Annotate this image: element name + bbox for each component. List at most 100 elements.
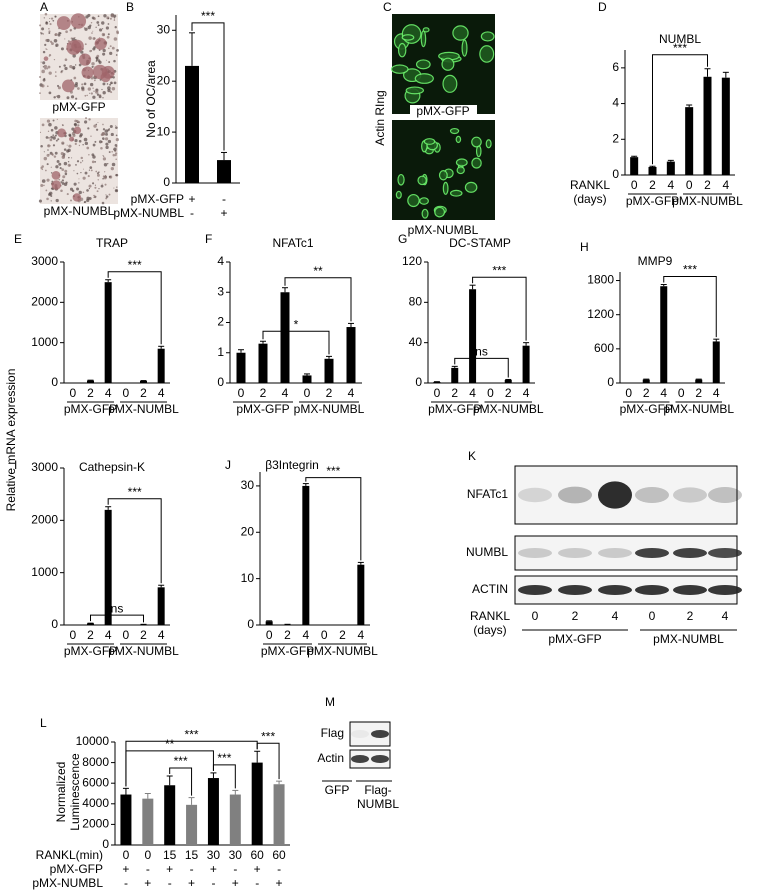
cell-dot — [48, 71, 52, 75]
cell-dot — [67, 148, 71, 153]
cell-dot — [105, 132, 108, 136]
y-tick-label: 6 — [612, 60, 619, 74]
x-tick-label: 15 — [163, 848, 177, 862]
cell-dot — [71, 189, 75, 193]
osteoclast — [43, 56, 49, 61]
significance-bracket — [454, 357, 509, 378]
bar — [207, 778, 219, 845]
cell-dot — [76, 121, 79, 124]
actin-ring — [449, 127, 460, 135]
cell-dot — [48, 53, 52, 57]
bar — [251, 762, 263, 845]
cell-dot — [116, 30, 119, 34]
y-tick-label: 3000 — [31, 460, 58, 474]
blot-group-label: pMX-NUMBL — [653, 632, 724, 646]
cell-dot — [50, 166, 52, 168]
cell-dot — [96, 190, 99, 193]
cell-dot — [114, 154, 117, 157]
cell-dot — [54, 75, 57, 78]
cell-dot — [49, 40, 53, 43]
cell-dot — [40, 144, 43, 148]
cell-dot — [87, 87, 92, 91]
bar — [346, 327, 356, 383]
actin-ring — [479, 45, 495, 63]
x-tick-label: 4 — [722, 178, 729, 192]
cell-dot — [101, 183, 103, 185]
cell-dot — [51, 153, 54, 156]
cell-dot — [54, 126, 58, 130]
row-sign: + — [166, 862, 173, 876]
cell-dot — [81, 83, 84, 86]
blot-band — [371, 755, 389, 763]
cell-dot — [45, 169, 47, 172]
cell-dot — [88, 36, 92, 40]
x-axis-label: RANKL — [570, 178, 610, 192]
cell-dot — [67, 40, 70, 43]
osteoclast — [51, 170, 61, 180]
cell-dot — [102, 91, 106, 95]
cell-dot — [116, 48, 119, 52]
cell-dot — [84, 171, 88, 175]
cell-dot — [113, 187, 115, 189]
cell-dot — [68, 164, 71, 167]
cell-dot — [110, 167, 114, 171]
cell-dot — [42, 61, 46, 65]
cell-dot — [108, 175, 111, 178]
cell-dot — [113, 37, 118, 41]
cell-dot — [43, 17, 45, 19]
cell-dot — [89, 166, 93, 169]
cell-dot — [107, 162, 109, 165]
cell-dot — [116, 190, 118, 192]
cell-dot — [115, 54, 118, 56]
cell-dot — [103, 163, 108, 167]
cell-dot — [115, 126, 118, 129]
cell-dot — [95, 56, 99, 60]
y-tick-label: 3 — [217, 284, 224, 298]
osteoclast — [94, 37, 107, 50]
significance-label: *** — [326, 464, 340, 478]
cell-dot — [94, 140, 97, 143]
cell-dot — [45, 136, 49, 139]
cell-dot — [92, 30, 94, 32]
x-tick-label: 2 — [326, 386, 333, 400]
cell-dot — [48, 91, 52, 95]
actin-ring — [397, 42, 407, 58]
shared-y-label: Relative mRNA expression — [4, 369, 18, 512]
blot-row-label: NFATc1 — [467, 487, 508, 501]
cell-dot — [88, 154, 90, 156]
cell-dot — [115, 158, 117, 161]
cell-dot — [40, 166, 43, 170]
cell-dot — [60, 189, 63, 193]
osteoclast — [81, 66, 94, 79]
blot-row-label: NUMBL — [466, 545, 508, 559]
y-tick-label: 4 — [612, 96, 619, 110]
x-tick-label: 4 — [523, 386, 530, 400]
x-tick-label: 2 — [140, 386, 147, 400]
x-axis-label: RANKL(min) — [36, 848, 103, 862]
cell-dot — [56, 118, 58, 120]
cell-dot — [44, 67, 47, 70]
cell-dot — [41, 84, 45, 88]
cell-dot — [41, 179, 46, 183]
cell-dot — [82, 176, 86, 180]
blot-band — [351, 755, 369, 763]
bar — [648, 166, 657, 175]
x-tick-label: 4 — [713, 386, 720, 400]
actin-ring — [421, 208, 429, 219]
y-axis-label: Luminescence — [68, 753, 82, 831]
actin-ring — [419, 197, 429, 205]
cell-dot — [102, 28, 104, 30]
cell-dot — [49, 17, 51, 19]
y-tick-label: 0 — [102, 837, 109, 851]
cell-dot — [74, 83, 78, 88]
significance-bracket — [107, 271, 162, 345]
x-tick-label: 2 — [505, 386, 512, 400]
cell-dot — [66, 96, 70, 100]
osteoclast — [78, 53, 92, 66]
blot-lane-label: GFP — [325, 783, 350, 797]
caption: pMX-GFP — [52, 100, 105, 114]
cell-dot — [88, 184, 92, 188]
cell-dot — [111, 151, 113, 153]
row-label: pMX-NUMBL — [113, 206, 184, 220]
cell-dot — [89, 92, 91, 94]
